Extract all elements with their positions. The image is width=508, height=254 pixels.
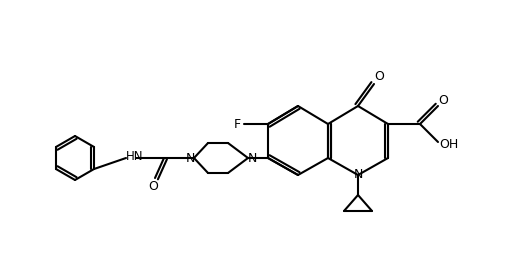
Text: OH: OH xyxy=(439,138,459,151)
Text: N: N xyxy=(247,151,257,165)
Text: O: O xyxy=(374,71,384,84)
Text: HN: HN xyxy=(126,150,144,163)
Text: O: O xyxy=(148,180,158,193)
Text: N: N xyxy=(353,168,363,182)
Text: N: N xyxy=(185,151,195,165)
Text: F: F xyxy=(234,118,241,131)
Text: O: O xyxy=(438,94,448,107)
